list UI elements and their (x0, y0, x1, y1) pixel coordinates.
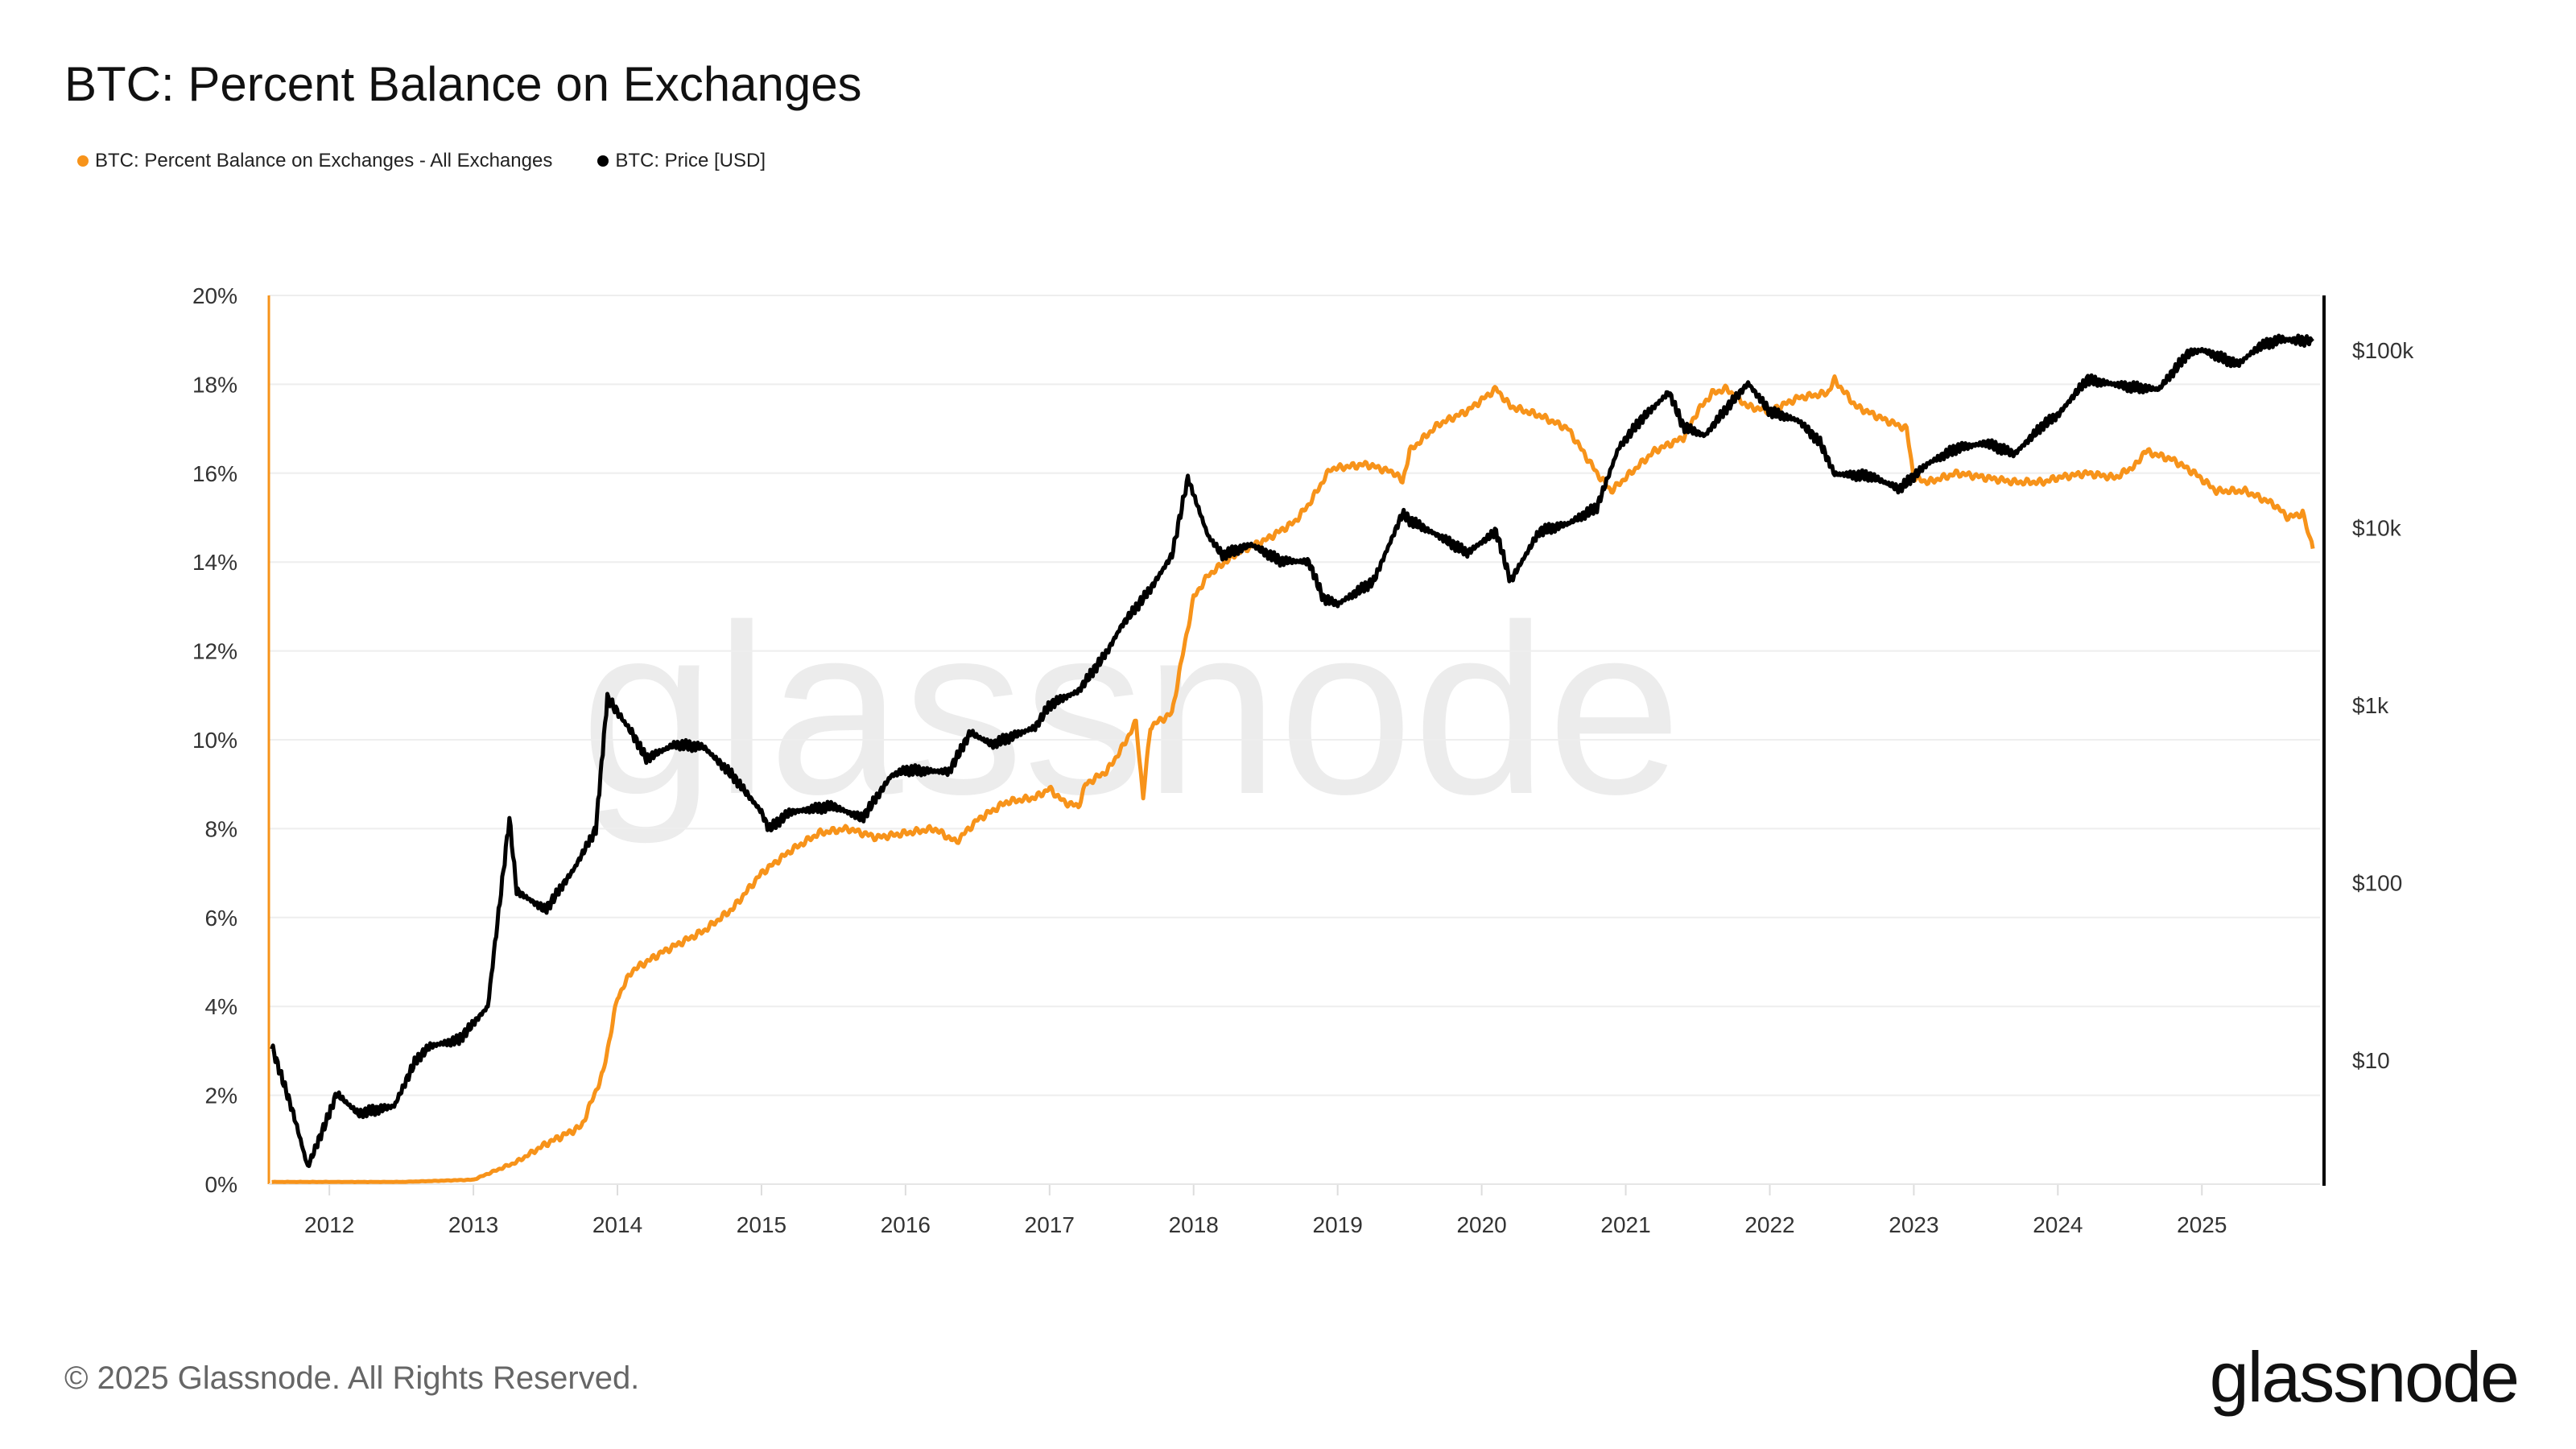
axes: 0% 2% 4% 6% 8% 10% 12% 14% 16% 18% 20% $10 $100 $1k $1… (192, 283, 2414, 1237)
grid (269, 295, 2320, 1185)
x-tick-label: 2022 (1744, 1212, 1794, 1237)
copyright-footer: © 2025 Glassnode. All Rights Reserved. (64, 1360, 640, 1396)
legend-label: BTC: Price [USD] (615, 150, 766, 171)
legend: BTC: Percent Balance on Exchanges - All … (77, 150, 766, 172)
x-tick-label: 2025 (2177, 1212, 2227, 1237)
legend-item-price[interactable]: BTC: Price [USD] (597, 150, 766, 172)
x-tick-label: 2018 (1169, 1212, 1219, 1237)
y-right-tick-label: $10 (2352, 1048, 2390, 1073)
x-tick-label: 2020 (1456, 1212, 1506, 1237)
x-tick-label: 2023 (1889, 1212, 1938, 1237)
y-left-tick-label: 12% (192, 639, 237, 664)
legend-dot-icon (77, 155, 89, 167)
x-tick-label: 2016 (881, 1212, 931, 1237)
x-tick-label: 2017 (1025, 1212, 1075, 1237)
legend-label: BTC: Percent Balance on Exchanges - All … (95, 150, 553, 171)
y-left-tick-label: 8% (205, 816, 237, 841)
price-line (270, 333, 2314, 1168)
x-tick-label: 2013 (448, 1212, 498, 1237)
y-left-tick-label: 20% (192, 283, 237, 308)
y-right-tick-label: $100 (2352, 870, 2402, 895)
y-left-tick-label: 16% (192, 461, 237, 486)
balance-line (270, 374, 2315, 1184)
y-left-tick-label: 10% (192, 728, 237, 753)
x-tick-label: 2014 (592, 1212, 642, 1237)
legend-dot-icon (597, 155, 609, 167)
chart-title: BTC: Percent Balance on Exchanges (64, 57, 862, 111)
x-tick-label: 2019 (1313, 1212, 1363, 1237)
legend-item-balance[interactable]: BTC: Percent Balance on Exchanges - All … (77, 150, 552, 172)
y-right-tick-label: $1k (2352, 693, 2389, 718)
x-tick-label: 2015 (737, 1212, 786, 1237)
x-tick-label: 2012 (304, 1212, 354, 1237)
y-left-tick-label: 14% (192, 550, 237, 575)
y-right-tick-label: $10k (2352, 515, 2402, 540)
y-left-tick-label: 18% (192, 372, 237, 397)
y-left-tick-label: 2% (205, 1084, 237, 1108)
y-left-tick-label: 6% (205, 906, 237, 931)
glassnode-logo: glassnode (2209, 1337, 2520, 1417)
y-left-tick-label: 0% (205, 1172, 237, 1197)
y-left-tick-label: 4% (205, 994, 237, 1019)
y-right-tick-label: $100k (2352, 338, 2414, 363)
x-tick-label: 2021 (1600, 1212, 1650, 1237)
x-tick-label: 2024 (2033, 1212, 2083, 1237)
series-lines (270, 333, 2315, 1184)
